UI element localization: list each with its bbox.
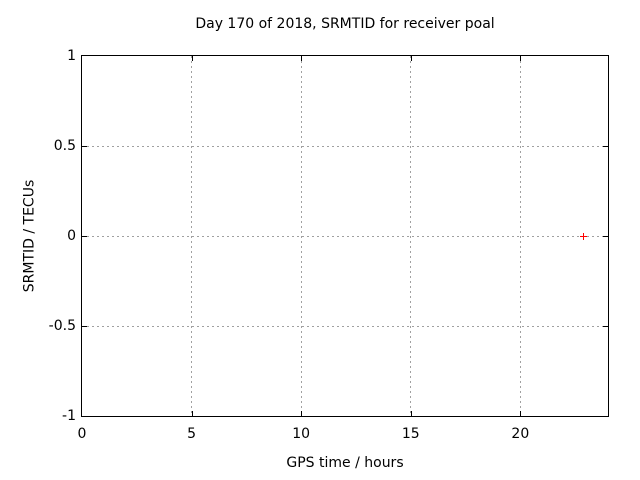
x-tick-mark-top (520, 56, 522, 61)
y-tick-mark-left (82, 236, 87, 237)
y-tick-mark-right (603, 236, 608, 237)
x-tick-label: 0 (77, 426, 87, 442)
y-tick-label: -0.5 (48, 318, 76, 334)
plus-icon (583, 232, 585, 240)
y-gridline (82, 325, 608, 327)
x-tick-label: 10 (292, 426, 311, 442)
x-tick-label: 20 (511, 426, 530, 442)
chart-title: Day 170 of 2018, SRMTID for receiver poa… (195, 16, 495, 32)
y-tick-mark-right (603, 146, 608, 147)
x-tick-mark-bottom (520, 411, 522, 416)
x-axis-label: GPS time / hours (286, 455, 404, 471)
y-gridline (82, 145, 608, 147)
y-tick-mark-left (82, 146, 87, 147)
x-tick-mark-top (301, 56, 303, 61)
x-tick-label: 15 (401, 426, 420, 442)
y-tick-label: 0.5 (53, 138, 76, 154)
x-tick-mark-top (191, 56, 193, 61)
x-tick-mark-bottom (191, 411, 193, 416)
x-tick-mark-bottom (301, 411, 303, 416)
y-tick-mark-left (82, 326, 87, 327)
y-tick-mark-right (603, 326, 608, 327)
x-tick-label: 5 (187, 426, 197, 442)
plot-area (81, 55, 609, 417)
x-tick-mark-bottom (410, 411, 412, 416)
y-tick-label: 1 (67, 48, 76, 64)
y-tick-label: -1 (62, 408, 76, 424)
y-gridline (82, 235, 608, 237)
y-tick-label: 0 (67, 228, 76, 244)
x-tick-mark-top (410, 56, 412, 61)
data-point-marker (580, 232, 588, 240)
